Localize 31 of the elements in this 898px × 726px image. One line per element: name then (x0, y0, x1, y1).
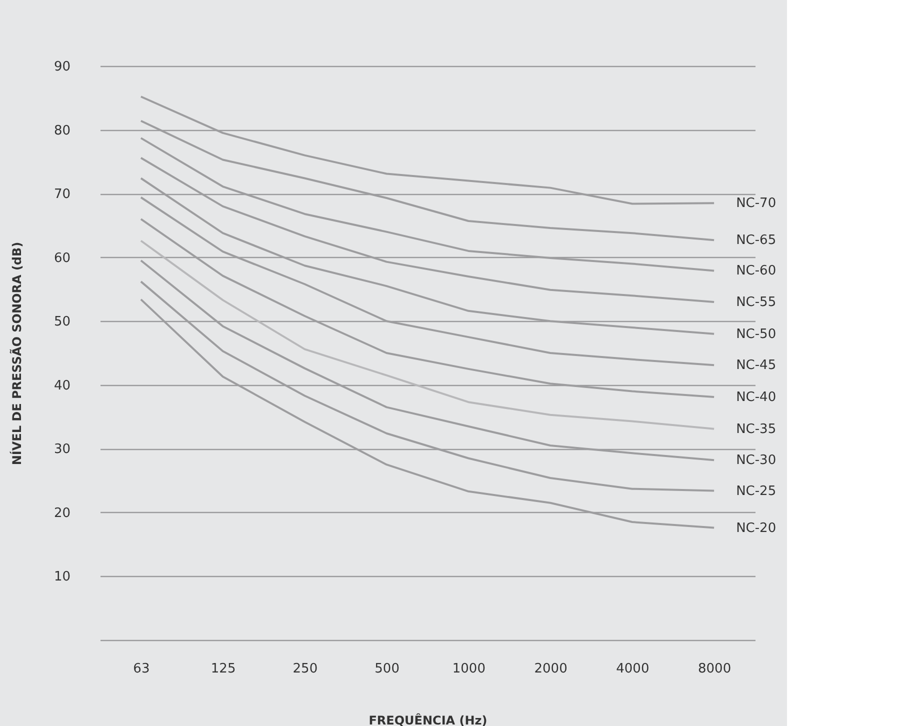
x-tick-label: 125 (210, 662, 236, 676)
series-label: NC-60 (736, 264, 776, 279)
series-label: NC-70 (736, 196, 776, 212)
series-label: NC-50 (736, 326, 776, 342)
x-tick-label: 1000 (452, 662, 486, 676)
line-series (140, 240, 716, 430)
series-label: NC-65 (736, 233, 776, 248)
y-tick-label: 10 (54, 570, 70, 585)
series-label: NC-45 (736, 358, 776, 374)
series-label: NC-30 (736, 453, 776, 468)
x-axis-title: FREQUÊNCIA (Hz) (368, 712, 488, 726)
y-axis-title: NÍVEL DE PRESSÃO SONORA (dB) (8, 242, 24, 466)
series-label: NC-25 (736, 484, 776, 499)
y-tick-label: 40 (54, 378, 70, 394)
y-tick-label: 50 (54, 314, 70, 330)
y-tick-label: 20 (54, 506, 70, 521)
series-label: NC-35 (736, 422, 776, 437)
x-tick-label: 4000 (616, 662, 650, 676)
x-tick-label: 250 (292, 662, 318, 676)
x-tick-label: 63 (133, 662, 150, 676)
series-label: NC-55 (736, 294, 776, 310)
series-label: NC-20 (736, 520, 776, 536)
y-tick-label: 70 (54, 187, 70, 202)
y-tick-label: 90 (54, 60, 70, 74)
x-tick-label: 8000 (698, 662, 732, 676)
y-tick-label: 30 (54, 442, 70, 458)
x-tick-label: 500 (374, 662, 400, 676)
series-label: NC-40 (736, 390, 776, 406)
y-tick-label: 80 (54, 123, 70, 138)
y-tick-label: 60 (54, 250, 70, 266)
x-tick-label: 2000 (534, 662, 568, 676)
